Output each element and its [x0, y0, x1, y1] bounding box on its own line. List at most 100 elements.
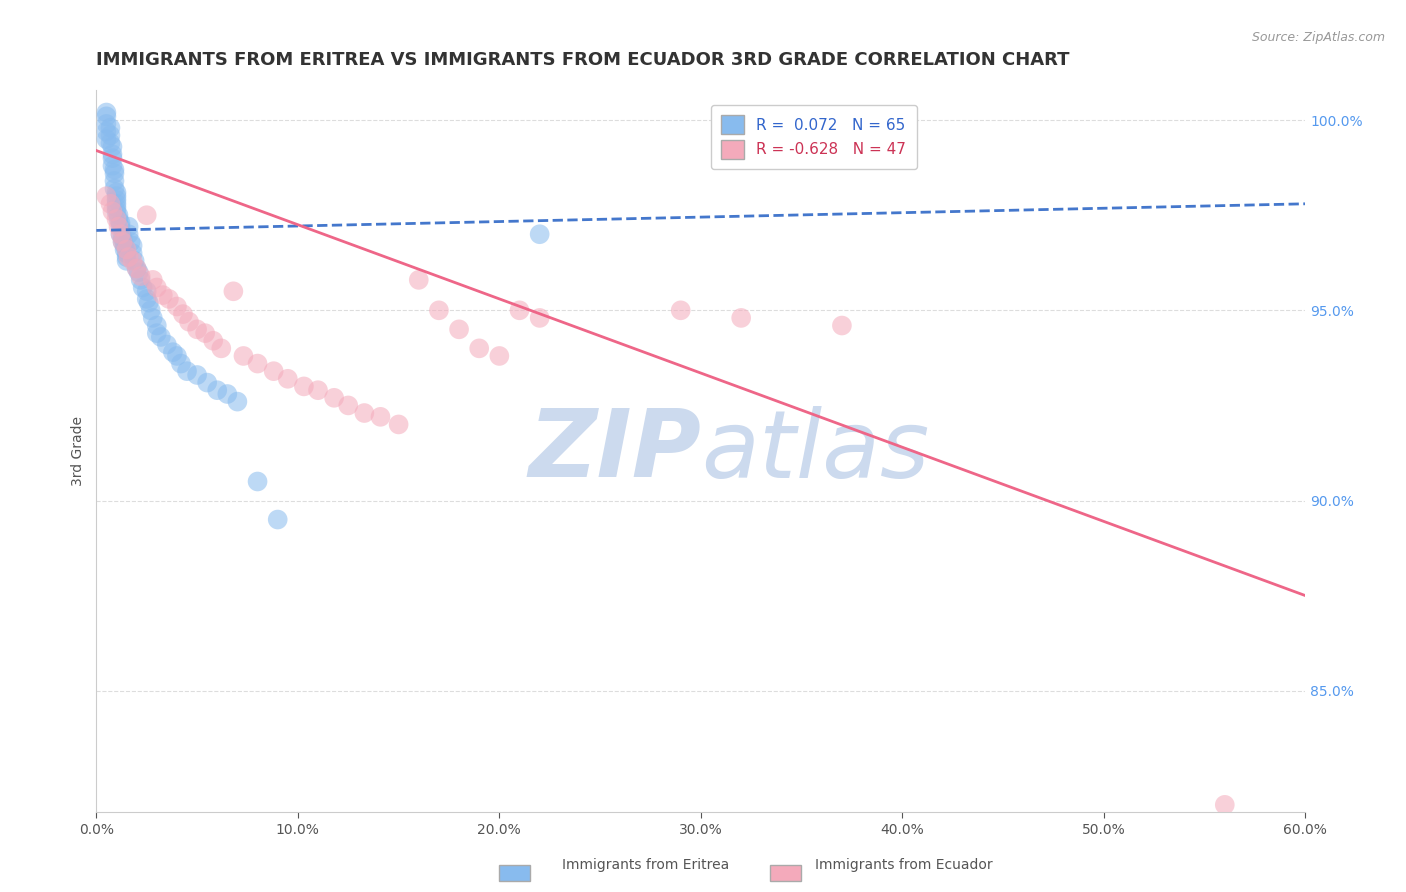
- Point: [142, 273, 165, 287]
- Text: Immigrants from Ecuador: Immigrants from Ecuador: [815, 858, 993, 872]
- Point: [131, 280, 153, 294]
- Legend: R =  0.072   N = 65, R = -0.628   N = 47: R = 0.072 N = 65, R = -0.628 N = 47: [710, 104, 917, 169]
- Point: [103, 162, 125, 177]
- Point: [111, 235, 134, 249]
- Point: [202, 334, 225, 348]
- Point: [105, 196, 128, 211]
- Point: [120, 235, 142, 249]
- Point: [146, 318, 169, 333]
- Point: [110, 227, 132, 242]
- Point: [246, 357, 269, 371]
- Point: [101, 204, 124, 219]
- Point: [110, 216, 132, 230]
- Point: [353, 406, 375, 420]
- Text: IMMIGRANTS FROM ERITREA VS IMMIGRANTS FROM ECUADOR 3RD GRADE CORRELATION CHART: IMMIGRANTS FROM ERITREA VS IMMIGRANTS FR…: [97, 51, 1070, 69]
- Point: [103, 181, 125, 195]
- Point: [100, 196, 122, 211]
- Point: [121, 238, 143, 252]
- Point: [135, 292, 157, 306]
- Point: [277, 372, 299, 386]
- Point: [129, 273, 152, 287]
- Point: [115, 243, 138, 257]
- Point: [195, 376, 218, 390]
- Point: [110, 227, 132, 242]
- Point: [142, 310, 165, 325]
- Point: [337, 398, 360, 412]
- Point: [323, 391, 346, 405]
- Point: [105, 189, 128, 203]
- Point: [263, 364, 285, 378]
- Point: [468, 342, 491, 356]
- Point: [370, 409, 392, 424]
- Point: [129, 269, 152, 284]
- Text: ZIP: ZIP: [529, 405, 700, 497]
- Point: [186, 368, 208, 382]
- Point: [114, 238, 136, 252]
- Point: [207, 383, 229, 397]
- Point: [194, 326, 217, 340]
- Point: [115, 250, 138, 264]
- Point: [101, 147, 124, 161]
- Point: [96, 109, 118, 123]
- Point: [101, 159, 124, 173]
- Text: atlas: atlas: [700, 406, 929, 497]
- Point: [105, 201, 128, 215]
- Point: [488, 349, 510, 363]
- Point: [124, 253, 146, 268]
- Point: [107, 219, 129, 234]
- Point: [135, 208, 157, 222]
- Point: [111, 231, 134, 245]
- Point: [125, 261, 148, 276]
- Point: [111, 235, 134, 249]
- Point: [121, 246, 143, 260]
- Text: Immigrants from Eritrea: Immigrants from Eritrea: [562, 858, 730, 872]
- Point: [529, 227, 551, 242]
- Point: [166, 349, 188, 363]
- Point: [222, 285, 245, 299]
- Point: [101, 140, 124, 154]
- Point: [103, 174, 125, 188]
- Point: [96, 189, 118, 203]
- Point: [146, 326, 169, 340]
- Point: [669, 303, 692, 318]
- Point: [176, 364, 198, 378]
- Point: [408, 273, 430, 287]
- Point: [217, 387, 239, 401]
- Point: [149, 330, 172, 344]
- Point: [449, 322, 471, 336]
- Point: [115, 246, 138, 260]
- Point: [103, 166, 125, 180]
- Point: [114, 243, 136, 257]
- Point: [96, 132, 118, 146]
- Point: [117, 219, 139, 234]
- Point: [105, 204, 128, 219]
- Point: [508, 303, 530, 318]
- Point: [96, 117, 118, 131]
- Point: [121, 253, 143, 268]
- Point: [172, 307, 194, 321]
- Point: [427, 303, 450, 318]
- Point: [730, 310, 752, 325]
- Point: [100, 128, 122, 143]
- Text: Source: ZipAtlas.com: Source: ZipAtlas.com: [1251, 31, 1385, 45]
- Point: [107, 212, 129, 227]
- Point: [100, 120, 122, 135]
- Point: [292, 379, 315, 393]
- Point: [267, 512, 290, 526]
- Point: [110, 219, 132, 234]
- Point: [152, 288, 174, 302]
- Point: [1213, 797, 1236, 812]
- Point: [96, 124, 118, 138]
- Point: [307, 383, 329, 397]
- Point: [209, 342, 232, 356]
- Point: [529, 310, 551, 325]
- Point: [162, 345, 184, 359]
- Point: [100, 136, 122, 150]
- Point: [128, 265, 150, 279]
- Point: [157, 292, 180, 306]
- Point: [105, 186, 128, 200]
- Point: [166, 300, 188, 314]
- Point: [117, 227, 139, 242]
- Point: [105, 212, 128, 227]
- Point: [156, 337, 179, 351]
